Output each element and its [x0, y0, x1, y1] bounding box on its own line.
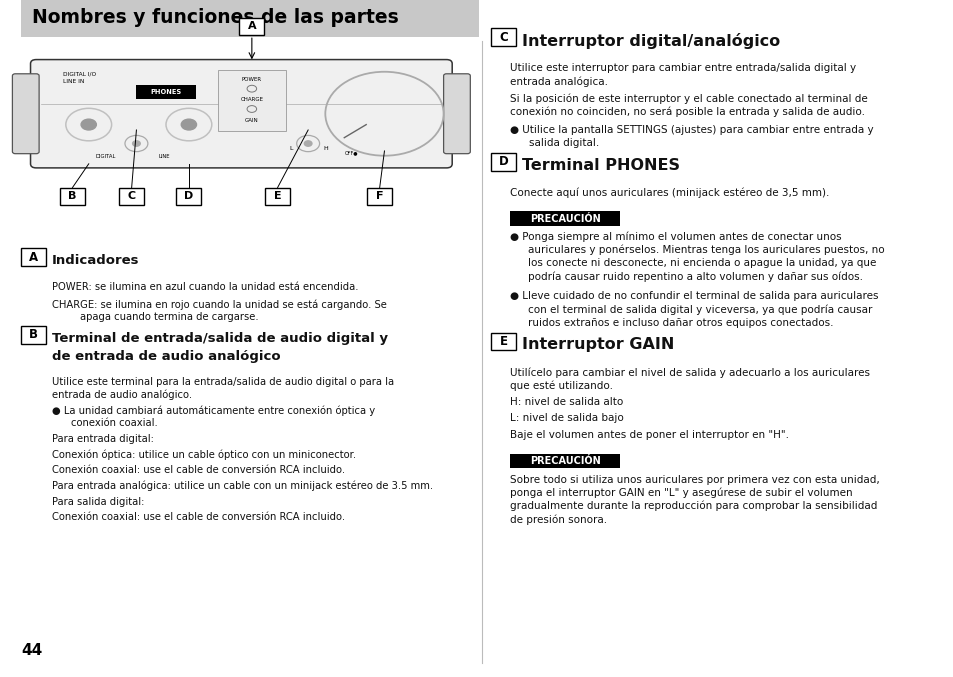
Text: conexión no coinciden, no será posible la entrada y salida de audio.: conexión no coinciden, no será posible l… — [510, 106, 864, 117]
Text: gradualmente durante la reproducción para comprobar la sensibilidad: gradualmente durante la reproducción par… — [510, 501, 877, 511]
FancyBboxPatch shape — [21, 248, 46, 266]
Text: de entrada de audio analógico: de entrada de audio analógico — [51, 350, 280, 363]
Text: C: C — [498, 30, 508, 44]
Text: POWER: POWER — [241, 77, 262, 82]
Text: ● Lleve cuidado de no confundir el terminal de salida para auriculares: ● Lleve cuidado de no confundir el termi… — [510, 291, 878, 301]
Text: ● Ponga siempre al mínimo el volumen antes de conectar unos: ● Ponga siempre al mínimo el volumen ant… — [510, 232, 841, 242]
Text: ● La unidad cambiará automáticamente entre conexión óptica y: ● La unidad cambiará automáticamente ent… — [51, 406, 375, 416]
Text: POWER: se ilumina en azul cuando la unidad está encendida.: POWER: se ilumina en azul cuando la unid… — [51, 282, 357, 292]
Text: Interruptor digital/analógico: Interruptor digital/analógico — [521, 33, 780, 49]
Text: D: D — [184, 192, 193, 201]
Text: que esté utilizando.: que esté utilizando. — [510, 380, 613, 391]
Text: entrada de audio analógico.: entrada de audio analógico. — [51, 389, 192, 400]
Bar — [21, 0, 478, 37]
Text: Nombres y funciones de las partes: Nombres y funciones de las partes — [32, 8, 398, 27]
Text: H: nivel de salida alto: H: nivel de salida alto — [510, 397, 623, 408]
Text: Utilícelo para cambiar el nivel de salida y adecuarlo a los auriculares: Utilícelo para cambiar el nivel de salid… — [510, 367, 869, 378]
Text: Utilice este terminal para la entrada/salida de audio digital o para la: Utilice este terminal para la entrada/sa… — [51, 377, 394, 387]
Text: PRECAUCIÓN: PRECAUCIÓN — [529, 213, 600, 223]
Text: C: C — [128, 192, 135, 201]
Text: D: D — [498, 156, 508, 169]
FancyBboxPatch shape — [367, 188, 392, 205]
Text: CHARGE: se ilumina en rojo cuando la unidad se está cargando. Se: CHARGE: se ilumina en rojo cuando la uni… — [51, 300, 386, 310]
Text: ● Utilice la pantalla SETTINGS (ajustes) para cambiar entre entrada y: ● Utilice la pantalla SETTINGS (ajustes)… — [510, 125, 873, 135]
Text: B: B — [29, 328, 38, 341]
Text: apaga cuando termina de cargarse.: apaga cuando termina de cargarse. — [80, 312, 258, 322]
Text: DIGITAL: DIGITAL — [95, 154, 116, 158]
Text: H: H — [323, 146, 327, 151]
FancyBboxPatch shape — [60, 188, 85, 205]
Text: Conexión coaxial: use el cable de conversión RCA incluido.: Conexión coaxial: use el cable de conver… — [51, 464, 344, 475]
Text: Para entrada analógica: utilice un cable con un minijack estéreo de 3.5 mm.: Para entrada analógica: utilice un cable… — [51, 481, 433, 492]
Text: ruidos extraños e incluso dañar otros equipos conectados.: ruidos extraños e incluso dañar otros eq… — [527, 318, 832, 328]
Text: Terminal PHONES: Terminal PHONES — [521, 158, 679, 173]
FancyBboxPatch shape — [12, 74, 39, 154]
Text: B: B — [69, 192, 76, 201]
FancyBboxPatch shape — [119, 188, 144, 205]
Text: Para entrada digital:: Para entrada digital: — [51, 435, 153, 445]
Text: GAIN: GAIN — [245, 118, 258, 123]
Text: salida digital.: salida digital. — [529, 138, 599, 148]
Bar — [510, 211, 619, 225]
Text: entrada analógica.: entrada analógica. — [510, 76, 608, 87]
Text: ponga el interruptor GAIN en "L" y asegúrese de subir el volumen: ponga el interruptor GAIN en "L" y asegú… — [510, 487, 852, 498]
Text: DIGITAL I/O: DIGITAL I/O — [63, 72, 96, 77]
Bar — [510, 454, 619, 468]
Bar — [136, 85, 195, 99]
FancyBboxPatch shape — [443, 74, 470, 154]
Text: PHONES: PHONES — [151, 89, 181, 95]
FancyBboxPatch shape — [491, 28, 516, 46]
Text: A: A — [29, 250, 38, 264]
FancyBboxPatch shape — [491, 332, 516, 350]
Circle shape — [81, 119, 96, 130]
Text: conexión coaxial.: conexión coaxial. — [71, 418, 157, 429]
Text: Terminal de entrada/salida de audio digital y: Terminal de entrada/salida de audio digi… — [51, 332, 387, 345]
Text: 44: 44 — [21, 643, 42, 658]
Text: con el terminal de salida digital y viceversa, ya que podría causar: con el terminal de salida digital y vice… — [527, 305, 871, 315]
Text: E: E — [274, 192, 281, 201]
Text: LINE: LINE — [158, 154, 170, 158]
Circle shape — [132, 141, 140, 146]
Text: Interruptor GAIN: Interruptor GAIN — [521, 337, 674, 352]
Text: OFF●: OFF● — [344, 150, 357, 155]
Text: Sobre todo si utiliza unos auriculares por primera vez con esta unidad,: Sobre todo si utiliza unos auriculares p… — [510, 475, 880, 485]
FancyBboxPatch shape — [265, 188, 290, 205]
Text: Baje el volumen antes de poner el interruptor en "H".: Baje el volumen antes de poner el interr… — [510, 431, 788, 441]
FancyBboxPatch shape — [176, 188, 201, 205]
Text: F: F — [375, 192, 383, 201]
Text: Conecte aquí unos auriculares (minijack estéreo de 3,5 mm).: Conecte aquí unos auriculares (minijack … — [510, 188, 829, 198]
Text: L: L — [289, 146, 293, 151]
Text: Conexión coaxial: use el cable de conversión RCA incluido.: Conexión coaxial: use el cable de conver… — [51, 512, 344, 522]
FancyBboxPatch shape — [21, 326, 46, 344]
Circle shape — [181, 119, 196, 130]
Text: podría causar ruido repentino a alto volumen y dañar sus oídos.: podría causar ruido repentino a alto vol… — [527, 271, 862, 282]
Text: PRECAUCIÓN: PRECAUCIÓN — [529, 456, 600, 466]
Circle shape — [304, 141, 312, 146]
Text: LINE IN: LINE IN — [63, 79, 84, 84]
Text: los conecte ni desconecte, ni encienda o apague la unidad, ya que: los conecte ni desconecte, ni encienda o… — [527, 258, 875, 268]
Text: CHARGE: CHARGE — [240, 97, 263, 102]
Text: E: E — [499, 335, 507, 348]
FancyBboxPatch shape — [491, 153, 516, 171]
Text: auriculares y ponérselos. Mientras tenga los auriculares puestos, no: auriculares y ponérselos. Mientras tenga… — [527, 245, 883, 255]
Text: Si la posición de este interruptor y el cable conectado al terminal de: Si la posición de este interruptor y el … — [510, 93, 867, 104]
FancyBboxPatch shape — [239, 18, 264, 35]
Text: Utilice este interruptor para cambiar entre entrada/salida digital y: Utilice este interruptor para cambiar en… — [510, 63, 856, 73]
Text: Para salida digital:: Para salida digital: — [51, 497, 144, 507]
Text: L: nivel de salida bajo: L: nivel de salida bajo — [510, 413, 623, 423]
Text: Conexión óptica: utilice un cable óptico con un miniconector.: Conexión óptica: utilice un cable óptico… — [51, 450, 355, 460]
Text: de presión sonora.: de presión sonora. — [510, 514, 607, 525]
FancyBboxPatch shape — [30, 60, 452, 168]
Bar — [217, 70, 286, 131]
Text: A: A — [247, 22, 256, 31]
Text: Indicadores: Indicadores — [51, 254, 139, 267]
